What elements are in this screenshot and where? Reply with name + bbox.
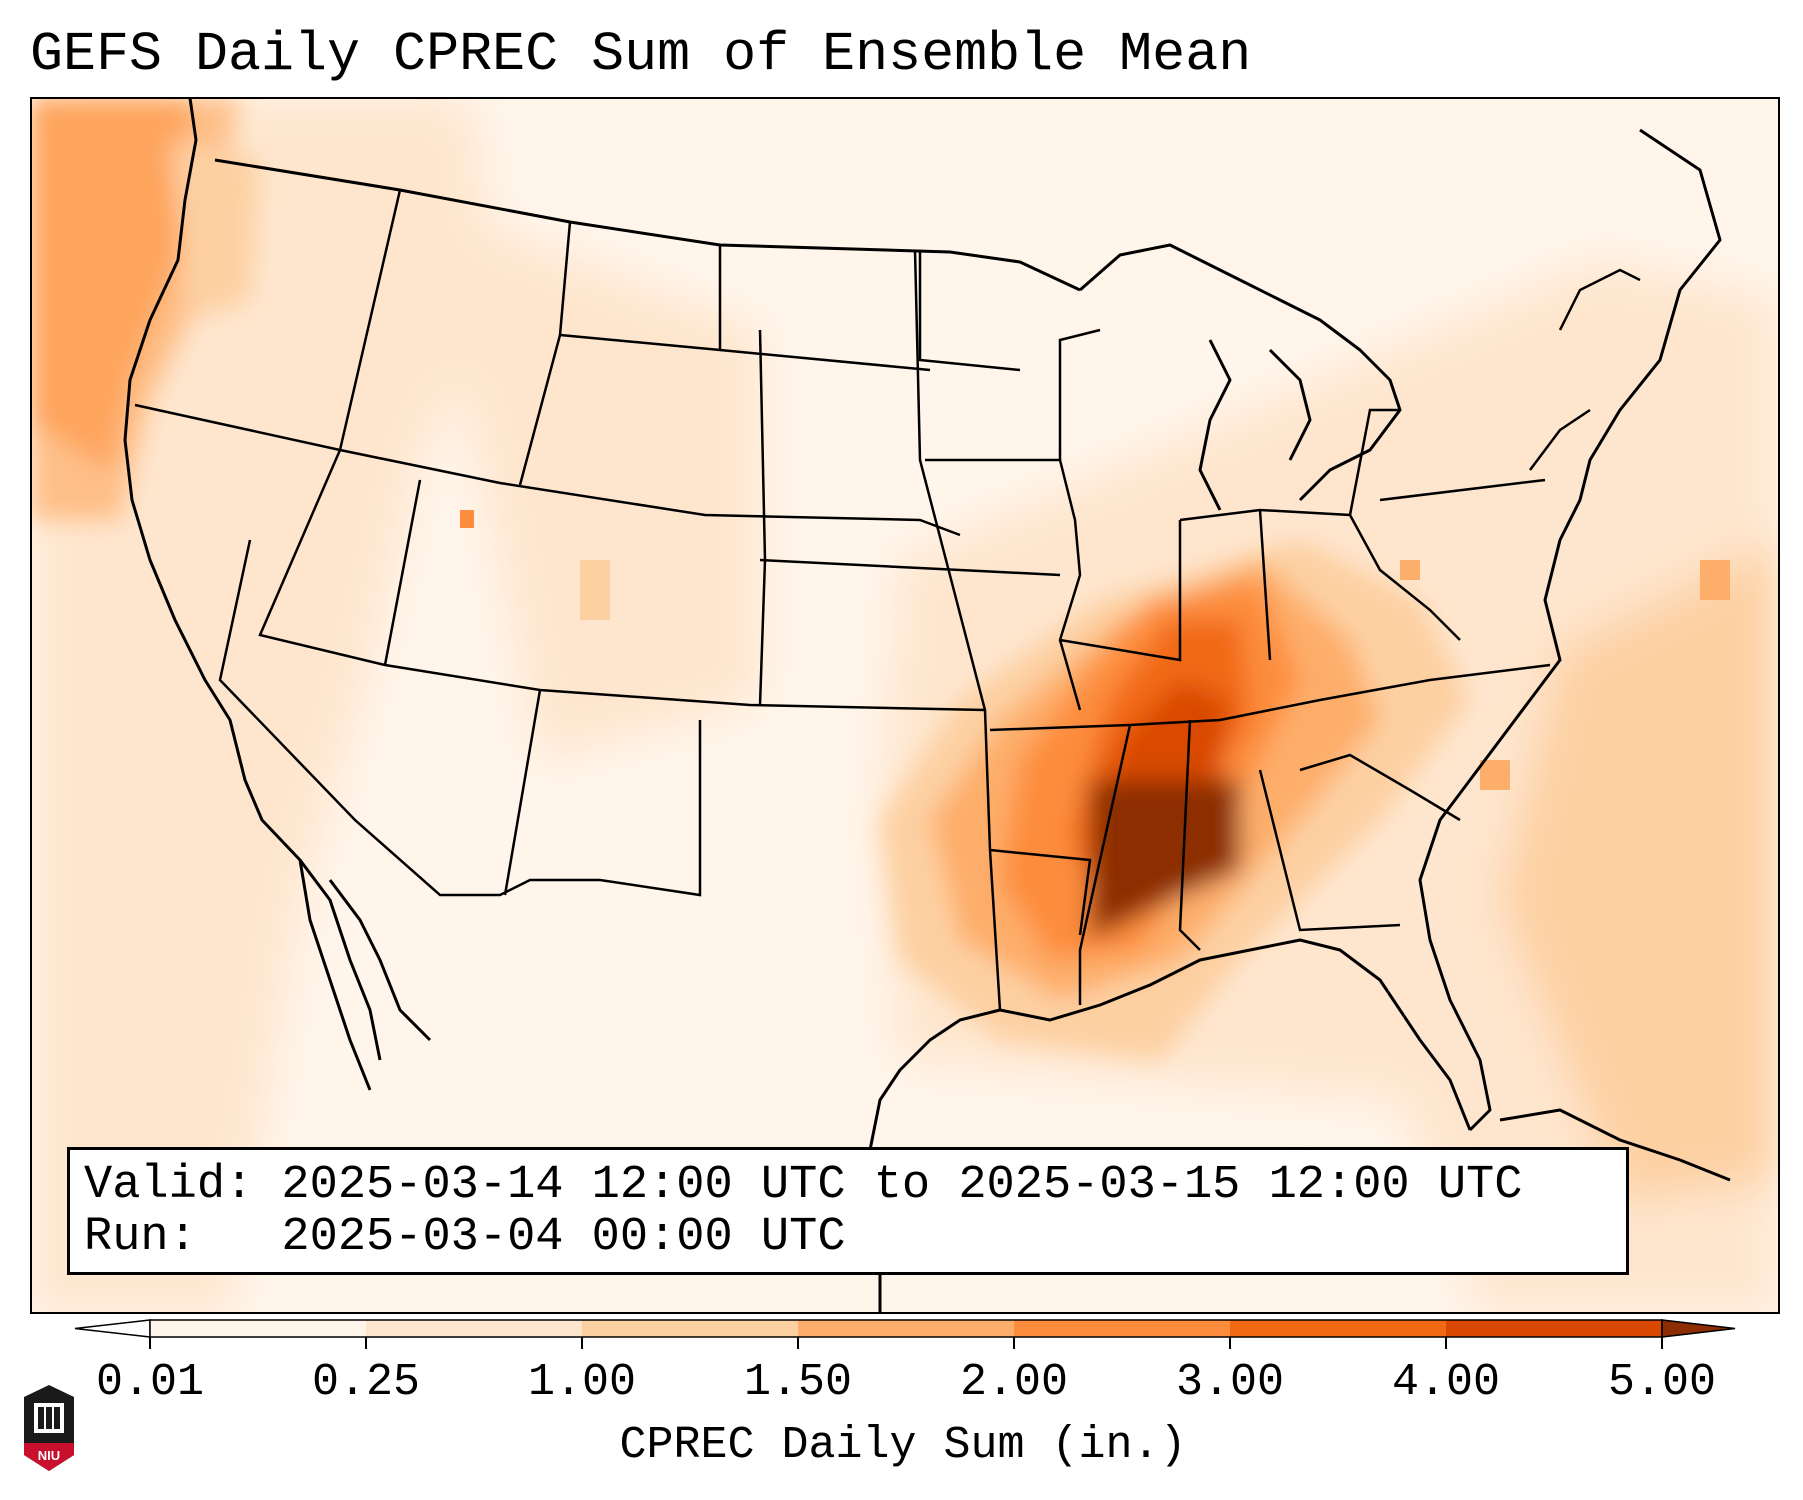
colorbar-outline [149, 1319, 1663, 1338]
colorbar-segment [1230, 1320, 1446, 1337]
colorbar-label: CPREC Daily Sum (in.) [619, 1420, 1187, 1471]
colorbar-segment [366, 1320, 582, 1337]
colorbar-tick-label: 3.00 [1175, 1357, 1285, 1408]
colorbar-tick-label: 2.00 [959, 1357, 1069, 1408]
colorbar-tick-label: 0.25 [311, 1357, 421, 1408]
map-title: GEFS Daily CPREC Sum of Ensemble Mean [30, 23, 1252, 86]
colorbar-segment [1014, 1320, 1230, 1337]
colorbar-segment [150, 1320, 366, 1337]
colorbar-segment [582, 1320, 798, 1337]
precipitation-map [30, 97, 1780, 1314]
colorbar [74, 1319, 1736, 1349]
colorbar-max-extension [1661, 1319, 1736, 1338]
valid-time: Valid: 2025-03-14 12:00 UTC to 2025-03-1… [84, 1159, 1523, 1212]
colorbar-tick-label: 1.00 [527, 1357, 637, 1408]
colorbar-segments [74, 1319, 1736, 1338]
info-box: Valid: 2025-03-14 12:00 UTC to 2025-03-1… [67, 1147, 1629, 1275]
svg-text:NIU: NIU [38, 1448, 60, 1463]
colorbar-tick-label: 4.00 [1391, 1357, 1501, 1408]
colorbar-tick-label: 1.50 [743, 1357, 853, 1408]
precip-field [31, 98, 1779, 1313]
colorbar-min-extension [74, 1319, 151, 1338]
colorbar-segment [1446, 1320, 1662, 1337]
niu-logo: NIU [24, 1385, 74, 1471]
colorbar-tick-label: 0.01 [95, 1357, 205, 1408]
colorbar-segment [798, 1320, 1014, 1337]
colorbar-ticks [149, 1337, 1663, 1349]
run-time: Run: 2025-03-04 00:00 UTC [84, 1211, 846, 1264]
colorbar-tick-label: 5.00 [1607, 1357, 1717, 1408]
